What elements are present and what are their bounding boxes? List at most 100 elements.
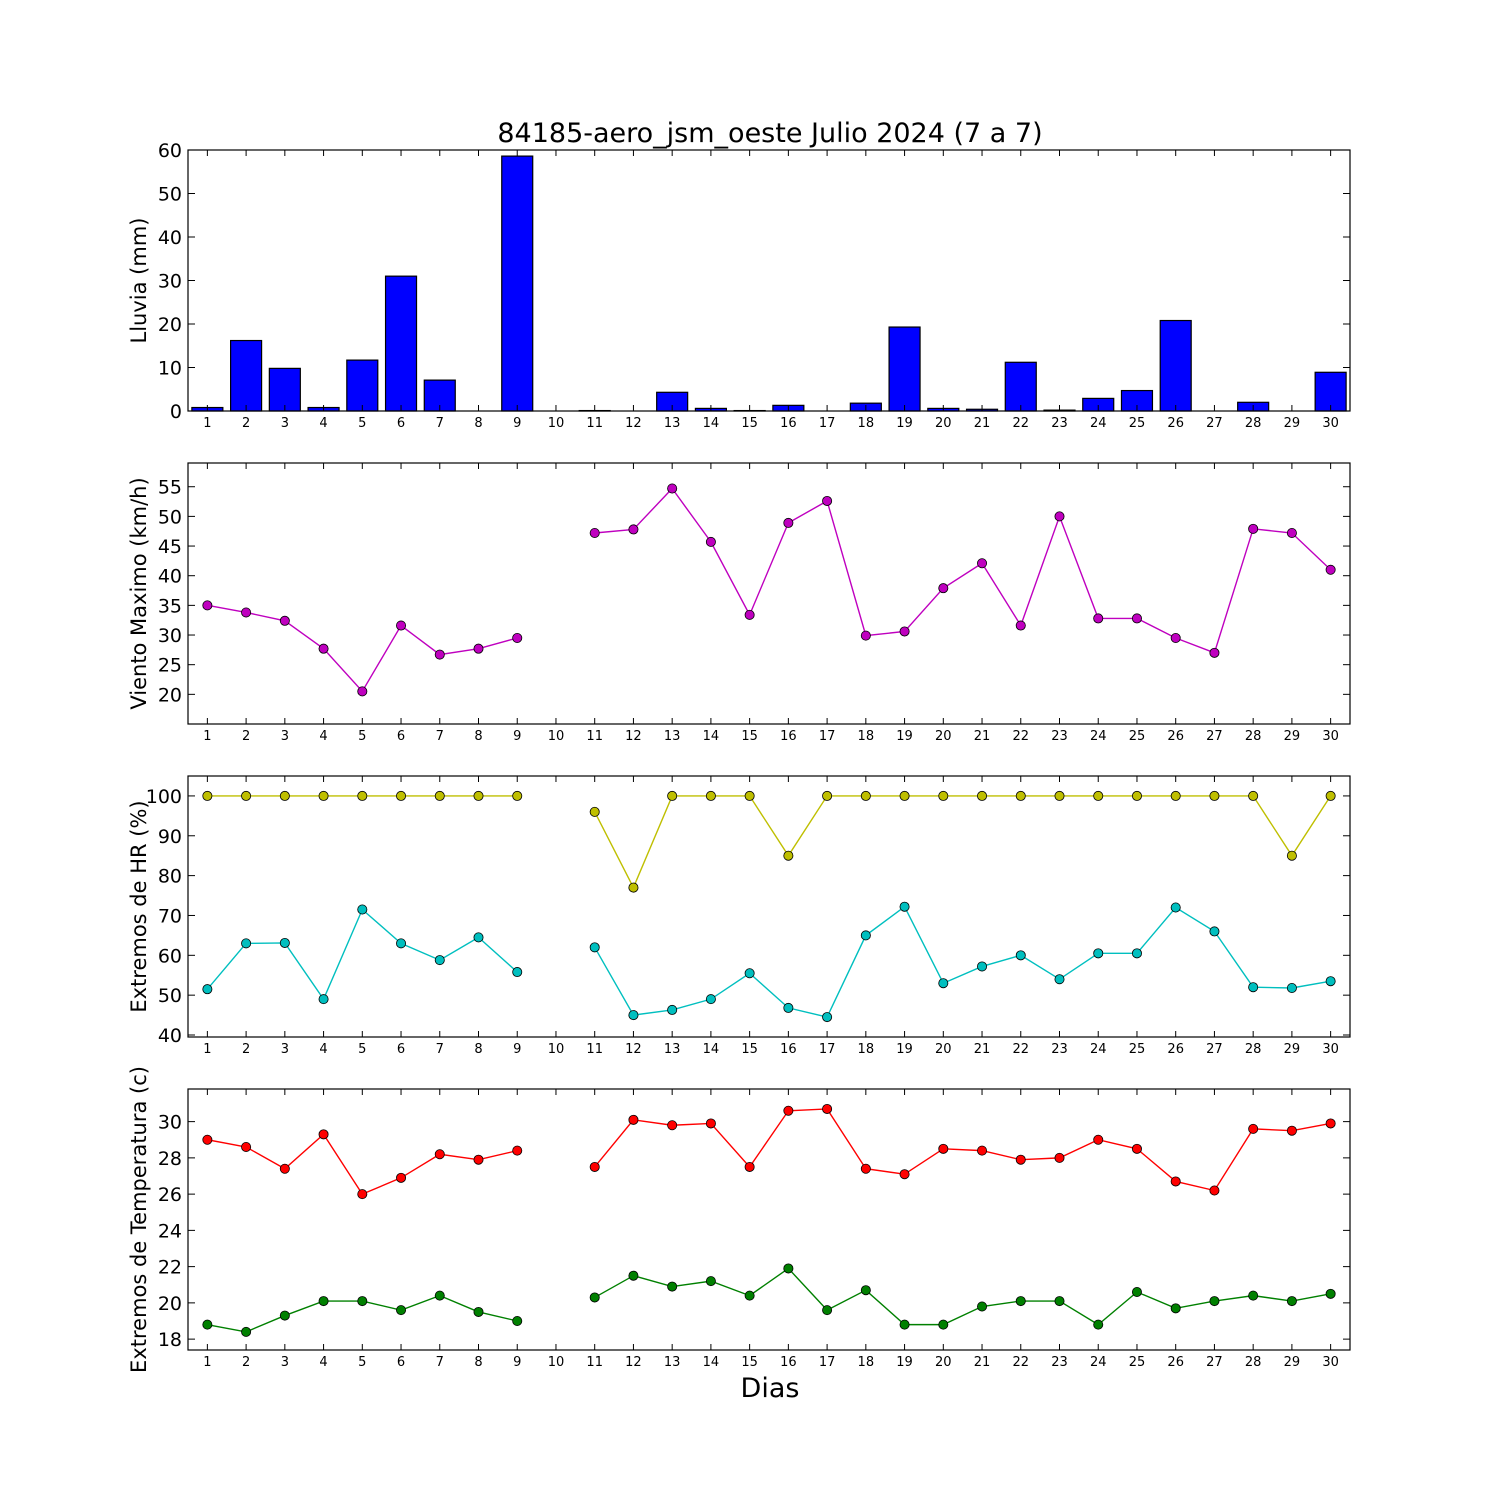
point-s1-day-21 (977, 790, 988, 801)
point-s2-day-28 (1248, 1290, 1259, 1301)
point-s2-day-23 (1054, 1296, 1065, 1307)
x-tick-label: 16 (780, 729, 797, 744)
point-s2-day-22 (1015, 950, 1026, 961)
point-s1-day-2 (241, 1142, 252, 1153)
point-s2-day-4 (318, 994, 329, 1005)
x-tick-label: 19 (896, 1042, 913, 1057)
y-tick-label: 40 (158, 1025, 182, 1047)
point-s1-day-12 (628, 524, 639, 535)
point-s1-day-3 (279, 615, 290, 626)
bar-day-3 (268, 367, 301, 412)
x-tick-label: 16 (780, 1355, 797, 1370)
point-s2-day-1 (202, 1319, 213, 1330)
point-s1-day-2 (241, 790, 252, 801)
point-s2-day-26 (1170, 1303, 1181, 1314)
point-s1-day-21 (977, 1145, 988, 1156)
point-s2-day-20 (938, 1319, 949, 1330)
plot-frame (187, 775, 1351, 1038)
point-s1-day-14 (705, 790, 716, 801)
point-s2-day-19 (899, 1319, 910, 1330)
x-tick-label: 22 (1012, 416, 1029, 431)
x-tick-label: 11 (586, 416, 603, 431)
x-tick-label: 25 (1129, 1355, 1146, 1370)
x-tick-label: 27 (1206, 1355, 1223, 1370)
x-tick-label: 12 (625, 1042, 642, 1057)
point-s1-day-7 (434, 790, 445, 801)
point-s1-day-8 (473, 1154, 484, 1165)
point-s1-day-27 (1209, 647, 1220, 658)
point-s1-day-8 (473, 643, 484, 654)
point-s1-day-15 (744, 609, 755, 620)
point-s2-day-9 (512, 967, 523, 978)
x-tick-label: 18 (858, 416, 875, 431)
x-tick-label: 20 (935, 1355, 952, 1370)
point-s1-day-20 (938, 790, 949, 801)
x-tick-label: 23 (1051, 416, 1068, 431)
point-s2-day-21 (977, 1301, 988, 1312)
x-tick-label: 27 (1206, 416, 1223, 431)
point-s1-day-22 (1015, 1154, 1026, 1165)
x-tick-label: 3 (281, 416, 289, 431)
x-tick-label: 18 (858, 729, 875, 744)
point-s2-day-25 (1131, 948, 1142, 959)
point-s2-day-30 (1325, 976, 1336, 987)
point-s1-day-25 (1131, 613, 1142, 624)
point-s2-day-12 (628, 1270, 639, 1281)
point-s2-day-30 (1325, 1288, 1336, 1299)
x-tick-label: 27 (1206, 1042, 1223, 1057)
point-s2-day-7 (434, 955, 445, 966)
x-tick-label: 27 (1206, 729, 1223, 744)
point-s1-day-19 (899, 1169, 910, 1180)
x-tick-label: 10 (548, 416, 565, 431)
point-s1-day-20 (938, 583, 949, 594)
x-tick-label: 15 (741, 416, 758, 431)
point-s2-day-20 (938, 978, 949, 989)
point-s1-day-2 (241, 607, 252, 618)
x-tick-label: 19 (896, 416, 913, 431)
point-s2-day-4 (318, 1296, 329, 1307)
point-s2-day-17 (822, 1012, 833, 1023)
point-s1-day-23 (1054, 511, 1065, 522)
x-tick-label: 8 (474, 1042, 482, 1057)
x-tick-label: 26 (1167, 729, 1184, 744)
x-tick-label: 6 (397, 416, 405, 431)
point-s1-day-1 (202, 1134, 213, 1145)
point-s1-day-1 (202, 790, 213, 801)
x-tick-label: 28 (1245, 416, 1262, 431)
x-tick-label: 13 (664, 729, 681, 744)
y-tick-label: 50 (158, 184, 182, 206)
x-tick-label: 8 (474, 729, 482, 744)
x-tick-label: 15 (741, 1042, 758, 1057)
y-tick-label: 60 (158, 945, 182, 967)
x-tick-label: 20 (935, 416, 952, 431)
y-axis-label: Extremos de HR (%) (127, 800, 151, 1012)
x-tick-label: 4 (319, 729, 327, 744)
x-tick-label: 30 (1322, 729, 1339, 744)
x-tick-label: 2 (242, 416, 250, 431)
y-tick-label: 0 (170, 401, 182, 423)
y-tick-label: 40 (158, 566, 182, 588)
point-s1-day-24 (1093, 1134, 1104, 1145)
x-tick-label: 22 (1012, 1355, 1029, 1370)
point-s2-day-8 (473, 1306, 484, 1317)
x-tick-label: 20 (935, 1042, 952, 1057)
x-tick-label: 5 (358, 729, 366, 744)
point-s2-day-9 (512, 1316, 523, 1327)
plot-frame (187, 1088, 1351, 1351)
point-s1-day-29 (1286, 527, 1297, 538)
point-s1-day-6 (396, 620, 407, 631)
x-tick-label: 3 (281, 1355, 289, 1370)
y-tick-label: 22 (158, 1257, 182, 1279)
point-s1-day-13 (667, 1120, 678, 1131)
x-tick-label: 11 (586, 1042, 603, 1057)
point-s1-day-16 (783, 517, 794, 528)
point-s2-day-22 (1015, 1296, 1026, 1307)
x-tick-label: 15 (741, 729, 758, 744)
point-s1-day-29 (1286, 850, 1297, 861)
bar-day-9 (501, 155, 534, 412)
x-tick-label: 30 (1322, 1042, 1339, 1057)
point-s2-day-2 (241, 938, 252, 949)
